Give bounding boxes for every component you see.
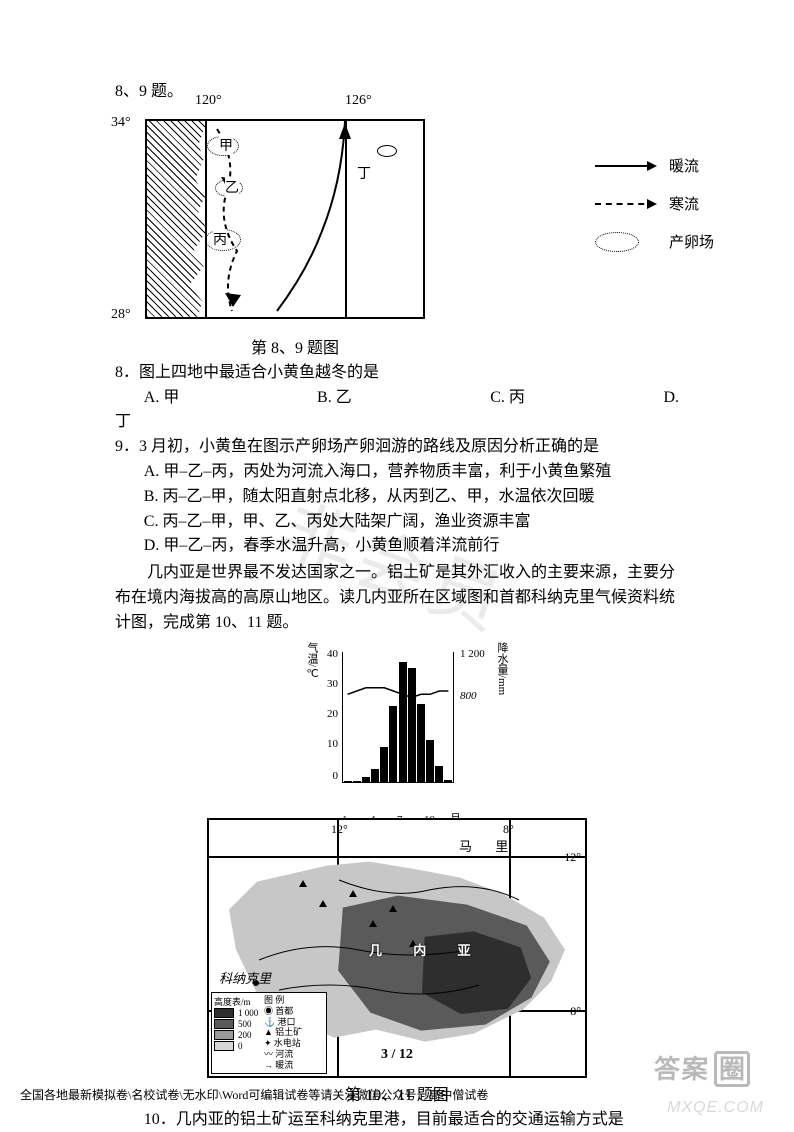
lon-126: 126° <box>345 93 372 109</box>
fig2-ylt-10: 10 <box>302 738 338 750</box>
sw-500 <box>214 1019 234 1029</box>
lg-500: 500 <box>238 1019 252 1029</box>
lg-r1: 首都 <box>275 1006 293 1016</box>
answer-stamp: 答案圈 <box>654 1049 764 1093</box>
lon-120: 120° <box>195 93 222 109</box>
fig2-ylabel-right: 降水量/mm <box>494 642 510 695</box>
label-yi: 乙 <box>225 177 239 197</box>
q8-opt-d-wrap: 丁 <box>115 410 679 435</box>
lg-r3: 铝土矿 <box>275 1027 302 1037</box>
fig2-ylt-40: 40 <box>302 648 338 660</box>
legend-spawn-label: 产卵场 <box>669 231 714 252</box>
figure-8-9-map: 120° 126° 34° 28° 甲 乙 丙 丁 <box>145 111 585 331</box>
q9-opt-b[interactable]: B. 丙–乙–甲，随太阳直射点北移，从丙到乙、甲，水温依次回暖 <box>115 485 679 510</box>
fig2-axes <box>342 652 454 783</box>
lat-28: 28° <box>111 307 131 323</box>
fig2-yrt-800: 800 <box>460 690 496 702</box>
lg-1000: 1 000 <box>238 1008 258 1018</box>
footer-text: 全国各地最新模拟卷\名校试卷\无水印\Word可编辑试卷等请关注微信公众号：高中… <box>20 1086 488 1103</box>
q8-opt-c[interactable]: C. 丙 <box>461 386 634 411</box>
stamp-text: 答案 <box>653 1049 712 1086</box>
q8-opt-d[interactable]: D. <box>635 386 679 411</box>
fig2-ylt-30: 30 <box>302 678 338 690</box>
island-icon <box>377 145 397 157</box>
q9-opt-d[interactable]: D. 甲–乙–丙，春季水温升高，小黄鱼顺着洋流前行 <box>115 534 679 559</box>
stamp-url: MXQE.COM <box>667 1099 764 1117</box>
q10-stem: 10．几内亚的铝土矿运至科纳克里港，目前最适合的交通运输方式是 <box>115 1108 679 1132</box>
label-bing: 丙 <box>213 229 227 249</box>
fig2-ylt-20: 20 <box>302 708 338 720</box>
figure-guinea-map: 12° 8° 12° 8° 马 里 几 内 亚 科纳克里 <box>207 818 587 1078</box>
sw-200 <box>214 1030 234 1040</box>
label-ding: 丁 <box>357 163 371 183</box>
passage-guinea: 几内亚是世界最不发达国家之一。铝土矿是其外汇收入的主要来源，主要分布在境内海拔高… <box>115 561 679 635</box>
q8-stem: 8．图上四地中最适合小黄鱼越冬的是 <box>115 361 679 386</box>
label-guinea: 几 内 亚 <box>369 940 485 959</box>
legend-warm-label: 暖流 <box>669 155 699 176</box>
legend-warm-arrow <box>595 165 655 167</box>
figure-climate-chart: 气温/℃ 降水量/mm 40 30 20 10 0 1 200 800 1 4 … <box>302 642 492 812</box>
lg-r0: 图 例 <box>264 995 318 1006</box>
q9-stem: 9．3 月初，小黄鱼在图示产卵场产卵洄游的路线及原因分析正确的是 <box>115 435 679 460</box>
figure1-legend: 暖流 寒流 产卵场 <box>595 151 735 265</box>
figure1-caption: 第 8、9 题图 <box>145 334 445 358</box>
map-frame: 甲 乙 丙 丁 <box>145 119 425 319</box>
q9-opt-a[interactable]: A. 甲–乙–丙，丙处为河流入海口，营养物质丰富，利于小黄鱼繁殖 <box>115 460 679 485</box>
label-mali: 马 里 <box>459 836 518 855</box>
q8-opt-a[interactable]: A. 甲 <box>115 386 288 411</box>
q8-options: A. 甲 B. 乙 C. 丙 D. <box>115 386 679 411</box>
fig2-yrt-1200: 1 200 <box>460 648 496 660</box>
lg-200: 200 <box>238 1030 252 1040</box>
q9-opt-c[interactable]: C. 丙–乙–甲，甲、乙、丙处大陆架广阔，渔业资源丰富 <box>115 510 679 535</box>
label-jia: 甲 <box>219 135 233 155</box>
lat-34: 34° <box>111 115 131 131</box>
legend-title: 高度表/m <box>214 995 264 1008</box>
fig2-ylt-0: 0 <box>302 770 338 782</box>
label-konakry: 科纳克里 <box>219 968 271 987</box>
fig2-temp-line <box>343 652 453 782</box>
legend-spawn-oval <box>595 232 639 252</box>
stamp-box: 圈 <box>714 1051 750 1087</box>
q8-opt-b[interactable]: B. 乙 <box>288 386 461 411</box>
legend-cold-label: 寒流 <box>669 193 699 214</box>
legend-cold-arrow <box>595 203 655 205</box>
sw-1000 <box>214 1008 234 1018</box>
lg-r2: 港口 <box>277 1017 295 1027</box>
